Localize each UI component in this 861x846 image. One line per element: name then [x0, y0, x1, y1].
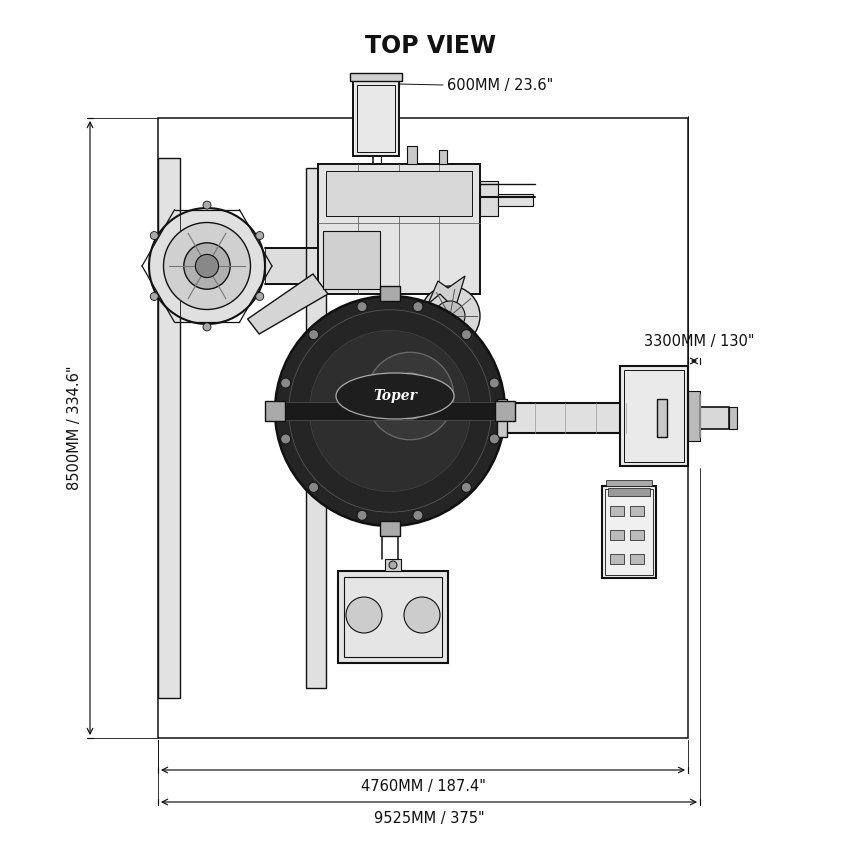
Circle shape: [256, 293, 263, 300]
Polygon shape: [247, 274, 328, 334]
Ellipse shape: [336, 373, 454, 419]
Bar: [338, 571, 448, 663]
Circle shape: [150, 232, 158, 239]
Circle shape: [202, 323, 211, 331]
Polygon shape: [428, 276, 464, 309]
Circle shape: [202, 201, 211, 209]
Bar: [353, 81, 399, 156]
Circle shape: [275, 296, 505, 526]
Bar: [275, 402, 505, 420]
Circle shape: [419, 286, 480, 346]
Circle shape: [150, 293, 158, 300]
Bar: [356, 85, 394, 152]
Text: 3300MM / 130": 3300MM / 130": [643, 334, 753, 349]
Circle shape: [388, 561, 397, 569]
Circle shape: [281, 378, 290, 388]
Circle shape: [435, 301, 464, 331]
Text: 600MM / 23.6": 600MM / 23.6": [447, 78, 553, 92]
Bar: [656, 399, 666, 437]
Circle shape: [308, 482, 319, 492]
Circle shape: [461, 330, 471, 339]
Bar: [385, 559, 400, 571]
Text: Toper: Toper: [373, 389, 417, 403]
Bar: [480, 181, 498, 216]
Text: 9525MM / 375": 9525MM / 375": [374, 811, 484, 826]
Circle shape: [281, 434, 290, 444]
Circle shape: [256, 232, 263, 239]
Bar: [687, 391, 699, 441]
Circle shape: [461, 482, 471, 492]
Bar: [306, 168, 325, 688]
Bar: [406, 146, 417, 164]
Bar: [619, 366, 687, 466]
Circle shape: [366, 352, 453, 440]
Bar: [344, 577, 442, 657]
Bar: [610, 530, 623, 540]
Bar: [604, 489, 653, 575]
Bar: [318, 164, 480, 294]
Bar: [601, 486, 655, 578]
Polygon shape: [264, 248, 318, 284]
Circle shape: [183, 243, 230, 289]
Bar: [607, 488, 649, 496]
Bar: [439, 150, 447, 164]
Bar: [629, 506, 643, 516]
Bar: [380, 521, 400, 536]
Bar: [158, 118, 687, 738]
Circle shape: [345, 597, 381, 633]
Bar: [380, 286, 400, 301]
Bar: [629, 554, 643, 564]
Circle shape: [309, 331, 470, 492]
Circle shape: [356, 510, 367, 520]
Circle shape: [149, 208, 264, 324]
Circle shape: [489, 378, 499, 388]
Bar: [494, 401, 514, 421]
Circle shape: [412, 302, 423, 311]
Bar: [610, 506, 623, 516]
Circle shape: [195, 255, 219, 277]
Bar: [158, 158, 180, 698]
Bar: [264, 401, 285, 421]
Bar: [498, 194, 532, 206]
Bar: [605, 480, 651, 486]
Circle shape: [164, 222, 251, 310]
Circle shape: [412, 510, 423, 520]
Circle shape: [489, 434, 499, 444]
Bar: [666, 407, 728, 429]
Circle shape: [387, 373, 432, 419]
Text: 4760MM / 187.4": 4760MM / 187.4": [360, 779, 485, 794]
Text: TOP VIEW: TOP VIEW: [365, 34, 496, 58]
Bar: [505, 403, 656, 433]
Circle shape: [404, 597, 439, 633]
Circle shape: [308, 330, 319, 339]
Bar: [350, 73, 401, 81]
Circle shape: [356, 302, 367, 311]
Bar: [325, 171, 472, 216]
Bar: [623, 370, 684, 462]
Text: 8500MM / 334.6": 8500MM / 334.6": [67, 365, 82, 490]
Bar: [728, 407, 736, 429]
Bar: [497, 399, 506, 437]
Bar: [629, 530, 643, 540]
Bar: [323, 230, 379, 289]
Bar: [610, 554, 623, 564]
